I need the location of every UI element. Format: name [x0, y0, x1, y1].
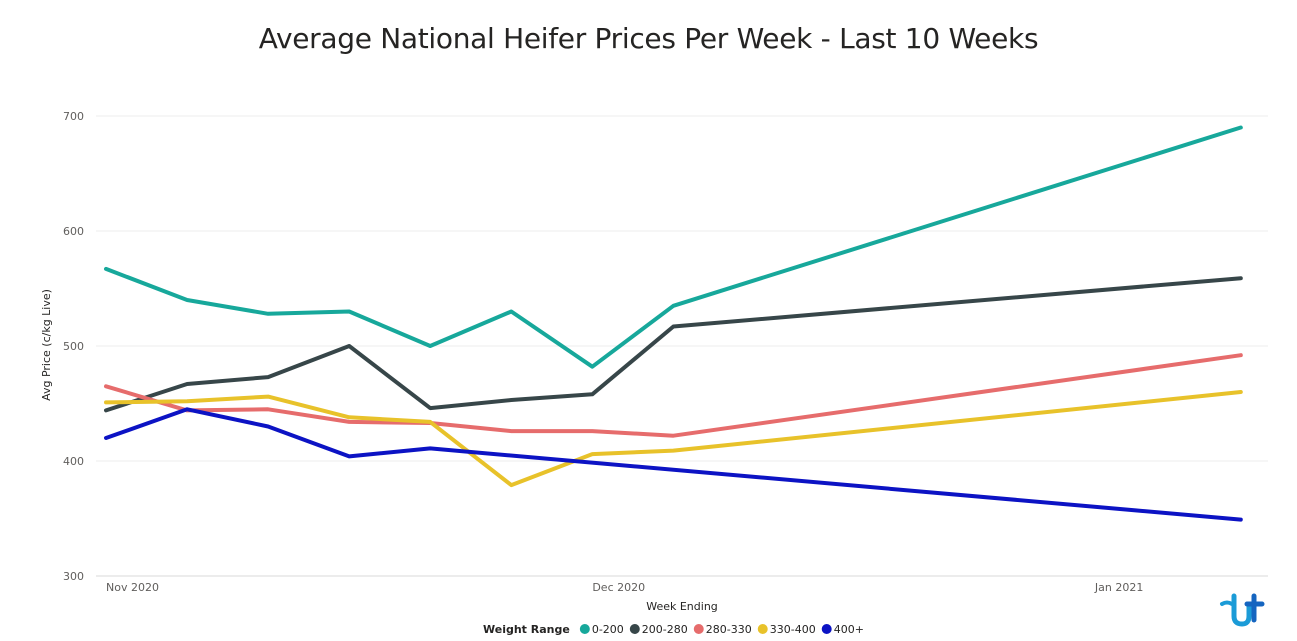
- grid-lines: [96, 115, 1268, 577]
- legend-marker: [757, 624, 768, 634]
- x-tick-label: Jan 2021: [1094, 581, 1143, 594]
- legend-marker: [579, 624, 590, 634]
- series-line-200-280: [104, 276, 1243, 413]
- x-tick-label: Dec 2020: [592, 581, 645, 594]
- chart-title: Average National Heifer Prices Per Week …: [258, 22, 1039, 55]
- brand-logo-icon: [1220, 593, 1265, 627]
- series-line-0-200: [104, 125, 1243, 369]
- legend-marker: [693, 624, 704, 634]
- legend-item-label: 200-280: [642, 623, 688, 636]
- x-axis-ticks: Nov 2020 Dec 2020 Jan 2021: [106, 581, 1143, 594]
- legend-item-label: 330-400: [770, 623, 816, 636]
- y-tick-label: 600: [63, 225, 84, 238]
- y-tick-label: 700: [63, 110, 84, 123]
- y-axis-ticks: 300 400 500 600 700: [63, 110, 84, 583]
- series-line-280-330: [104, 353, 1243, 438]
- x-tick-label: Nov 2020: [106, 581, 159, 594]
- legend-title: Weight Range: [483, 623, 570, 636]
- legend-marker: [821, 624, 832, 634]
- legend-item-label: 280-330: [706, 623, 752, 636]
- series-lines: [104, 125, 1243, 522]
- legend-marker: [629, 624, 640, 634]
- series-line-400plus: [104, 407, 1243, 522]
- y-tick-label: 300: [63, 570, 84, 583]
- y-tick-label: 400: [63, 455, 84, 468]
- legend: Weight Range 0-200 200-280 280-330 330-400 4…: [483, 623, 864, 636]
- legend-item-label: 0-200: [592, 623, 624, 636]
- y-tick-label: 500: [63, 340, 84, 353]
- x-axis-title: Week Ending: [646, 600, 718, 613]
- y-axis-title: Avg Price (c/kg Live): [40, 289, 53, 401]
- legend-item-label: 400+: [834, 623, 864, 636]
- series-line-330-400: [104, 390, 1243, 488]
